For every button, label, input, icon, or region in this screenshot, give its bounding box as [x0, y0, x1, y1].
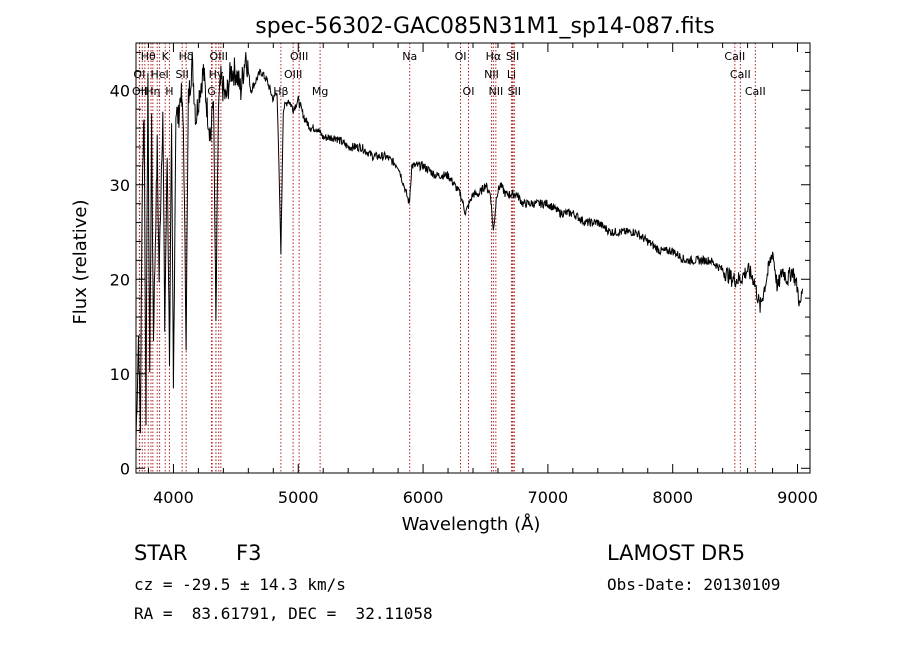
spectral-line-label: Hγ [209, 68, 224, 81]
spectral-line-label: HeI [150, 68, 168, 81]
spectral-line-label: OI [455, 50, 467, 63]
y-axis-label: Flux (relative) [70, 199, 91, 324]
sky-coordinates: RA = 83.61791, DEC = 32.11058 [134, 604, 433, 623]
spectral-line-label: OIII [210, 50, 228, 63]
x-tick-label: 6000 [403, 488, 444, 507]
flux-spectrum [135, 51, 803, 441]
spectral-line-label: OI [133, 68, 145, 81]
spectrum-line [135, 51, 803, 441]
object-class: STAR [134, 541, 188, 565]
spectral-line-label: NII [484, 68, 499, 81]
spectral-line-label: OIII [284, 68, 302, 81]
plot-frame [135, 42, 811, 474]
spectral-line-label: Na [402, 50, 417, 63]
spectral-line-label: G [207, 85, 216, 98]
chart-title: spec-56302-GAC085N31M1_sp14-087.fits [255, 14, 715, 39]
spectral-line-label: CaII [724, 50, 745, 63]
spectral-line-label: SII [175, 68, 188, 81]
y-tick-label: 20 [110, 270, 130, 289]
line-labels: Hθ K Hδ OIII OIII Na OI Hα SII CaII OI HeI SII Hγ OIII… [132, 50, 766, 98]
spectral-line-label: K [162, 50, 170, 63]
spectral-line-label: Hβ [273, 85, 288, 98]
spectral-line-label: Li [507, 68, 516, 81]
spectral-line-label: CaII [730, 68, 751, 81]
spectral-line-label: OI [463, 85, 475, 98]
y-tick-label: 30 [110, 176, 130, 195]
x-tick-label: 9000 [777, 488, 818, 507]
x-tick-label: 8000 [652, 488, 693, 507]
x-tick-label: 5000 [278, 488, 319, 507]
spectral-line-label: SII [508, 85, 521, 98]
y-tick-label: 0 [120, 459, 130, 478]
line-markers [138, 43, 756, 473]
spectral-line-label: NII [488, 85, 503, 98]
y-tick-label: 10 [110, 365, 130, 384]
survey-label: LAMOST DR5 [607, 541, 746, 565]
redshift-velocity: cz = -29.5 ± 14.3 km/s [134, 575, 346, 594]
spectral-line-label: Hθ [141, 50, 156, 63]
x-axis: 4000 5000 6000 7000 8000 9000 [147, 43, 818, 507]
spectral-line-label: Hη [145, 85, 160, 98]
object-subclass: F3 [236, 541, 262, 565]
x-tick-label: 4000 [153, 488, 194, 507]
spectral-line-label: OIII [290, 50, 308, 63]
spectral-line-label: Hδ [179, 50, 194, 63]
spectral-line-label: Hα [486, 50, 502, 63]
observation-date: Obs-Date: 20130109 [607, 575, 781, 594]
spectral-line-label: SII [506, 50, 519, 63]
spectral-line-label: H [165, 85, 173, 98]
y-axis: 0 10 20 30 40 [110, 51, 810, 478]
x-axis-label: Wavelength (Å) [402, 513, 541, 535]
x-tick-label: 7000 [528, 488, 569, 507]
spectral-line-label: Mg [312, 85, 328, 98]
y-tick-label: 40 [110, 81, 130, 100]
spectral-line-label: CaII [745, 85, 766, 98]
